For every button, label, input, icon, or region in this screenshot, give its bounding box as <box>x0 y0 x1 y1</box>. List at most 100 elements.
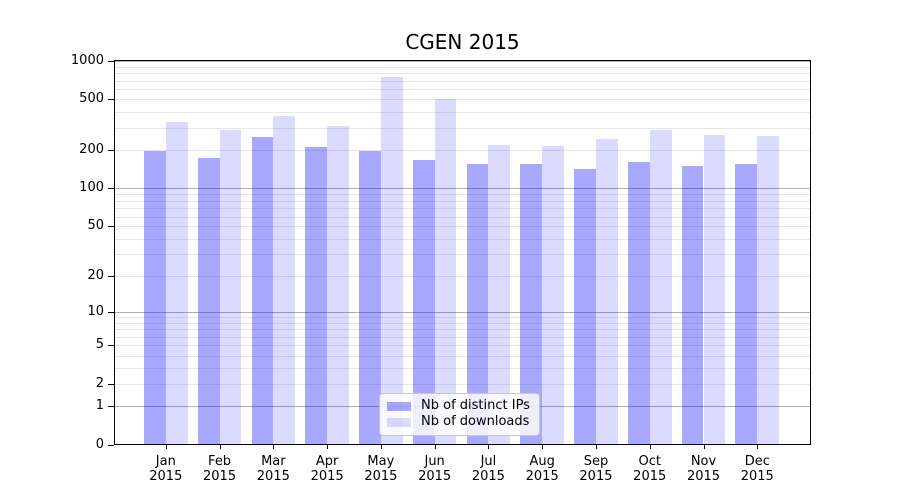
bar-sep-distinct-ips <box>574 169 596 444</box>
bar-jul-distinct-ips <box>466 164 489 444</box>
minor-gridline-400 <box>115 111 810 113</box>
ytick-label-100: 100 <box>79 180 104 196</box>
bar-jul-downloads <box>488 145 511 444</box>
minor-gridline-200 <box>115 150 810 152</box>
ytick-label-1: 1 <box>95 398 104 414</box>
ytick-mark-1000 <box>108 61 114 62</box>
bar-may-downloads <box>380 76 403 444</box>
ytick-label-0: 0 <box>95 437 104 452</box>
xtick-month: Aug <box>529 454 555 469</box>
legend: Nb of distinct IPs Nb of downloads <box>379 393 540 436</box>
legend-label-downloads: Nb of downloads <box>421 414 530 429</box>
xtick-mark-sep <box>595 445 597 449</box>
xtick-mark-aug <box>542 445 544 449</box>
xtick-mark-mar <box>273 445 275 449</box>
bar-mar-distinct-ips <box>251 137 274 444</box>
bar-may-distinct-ips <box>359 150 381 444</box>
major-gridline-10 <box>115 311 810 313</box>
xtick-month: Nov <box>690 454 717 469</box>
ytick-mark-200 <box>108 150 114 152</box>
xtick-month: Dec <box>744 454 770 469</box>
bar-nov-distinct-ips <box>681 165 704 444</box>
chart-title: CGEN 2015 <box>405 30 520 54</box>
xtick-label-jan: Jan 2015 <box>136 454 196 484</box>
minor-gridline-2 <box>115 383 810 385</box>
xtick-month: Oct <box>638 454 661 469</box>
legend-label-distinct-ips: Nb of distinct IPs <box>421 398 530 413</box>
minor-gridline-80 <box>115 200 810 202</box>
minor-gridline-50 <box>115 226 810 228</box>
bar-oct-distinct-ips <box>627 161 650 444</box>
xtick-year: 2015 <box>686 469 721 484</box>
xtick-year: 2015 <box>203 469 237 484</box>
xtick-mark-feb <box>219 445 221 449</box>
xtick-mark-jun <box>434 445 436 449</box>
ytick-label-10: 10 <box>87 303 104 319</box>
xtick-year: 2015 <box>310 469 344 484</box>
minor-gridline-5 <box>115 345 810 347</box>
minor-gridline-60 <box>115 216 810 218</box>
xtick-label-dec: Dec 2015 <box>727 454 787 484</box>
xtick-month: Jun <box>424 454 445 469</box>
minor-gridline-500 <box>115 99 810 101</box>
xtick-label-may: May 2015 <box>351 454 411 484</box>
ytick-mark-0 <box>108 445 114 446</box>
xtick-year: 2015 <box>471 469 505 484</box>
legend-swatch-distinct-ips <box>387 401 411 411</box>
xtick-label-jun: Jun 2015 <box>405 454 465 484</box>
minor-gridline-90 <box>115 194 810 196</box>
ytick-mark-5 <box>108 345 114 347</box>
minor-gridline-20 <box>115 275 810 277</box>
bar-apr-downloads <box>327 125 349 444</box>
major-gridline-1000 <box>115 61 810 62</box>
xtick-mark-may <box>380 445 382 449</box>
xtick-label-oct: Oct 2015 <box>620 454 680 484</box>
minor-gridline-4 <box>115 355 810 357</box>
bar-dec-distinct-ips <box>735 163 758 444</box>
xtick-mark-oct <box>649 445 651 449</box>
bar-jun-downloads <box>434 99 457 444</box>
ytick-label-5: 5 <box>95 337 104 353</box>
ytick-mark-2 <box>108 383 114 385</box>
minor-gridline-30 <box>115 254 810 256</box>
bar-nov-downloads <box>703 135 726 444</box>
xtick-month: Jan <box>155 454 176 469</box>
bar-jan-downloads <box>165 121 188 444</box>
xtick-month: Apr <box>315 454 339 469</box>
ytick-mark-500 <box>108 99 114 101</box>
bar-dec-downloads <box>757 135 780 444</box>
minor-gridline-3 <box>115 367 810 369</box>
xtick-mark-jul <box>488 445 490 449</box>
xtick-label-sep: Sep 2015 <box>566 454 626 484</box>
xtick-label-feb: Feb 2015 <box>190 454 250 484</box>
minor-gridline-6 <box>115 336 810 338</box>
xtick-month: Mar <box>261 454 286 469</box>
minor-gridline-8 <box>115 322 810 324</box>
ytick-mark-1 <box>108 406 114 408</box>
ytick-mark-20 <box>108 275 114 277</box>
xtick-year: 2015 <box>256 469 290 484</box>
bar-sep-downloads <box>595 139 618 444</box>
minor-gridline-40 <box>115 238 810 240</box>
xtick-year: 2015 <box>740 469 774 484</box>
xtick-year: 2015 <box>525 469 559 484</box>
xtick-year: 2015 <box>633 469 667 484</box>
ytick-mark-100 <box>108 188 114 190</box>
xtick-month: Jul <box>480 454 497 469</box>
xtick-year: 2015 <box>579 469 613 484</box>
xtick-year: 2015 <box>364 469 398 484</box>
xtick-label-mar: Mar 2015 <box>243 454 303 484</box>
ytick-label-20: 20 <box>87 267 104 283</box>
xtick-mark-nov <box>703 445 705 449</box>
bar-jun-distinct-ips <box>412 160 435 444</box>
minor-gridline-9 <box>115 317 810 319</box>
minor-gridline-700 <box>115 80 810 82</box>
minor-gridline-300 <box>115 127 810 129</box>
minor-gridline-7 <box>115 329 810 331</box>
bar-aug-distinct-ips <box>520 164 543 444</box>
xtick-label-nov: Nov 2015 <box>674 454 734 484</box>
xtick-month: Feb <box>208 454 232 469</box>
bar-jan-distinct-ips <box>144 151 166 444</box>
major-gridline-100 <box>115 188 810 190</box>
